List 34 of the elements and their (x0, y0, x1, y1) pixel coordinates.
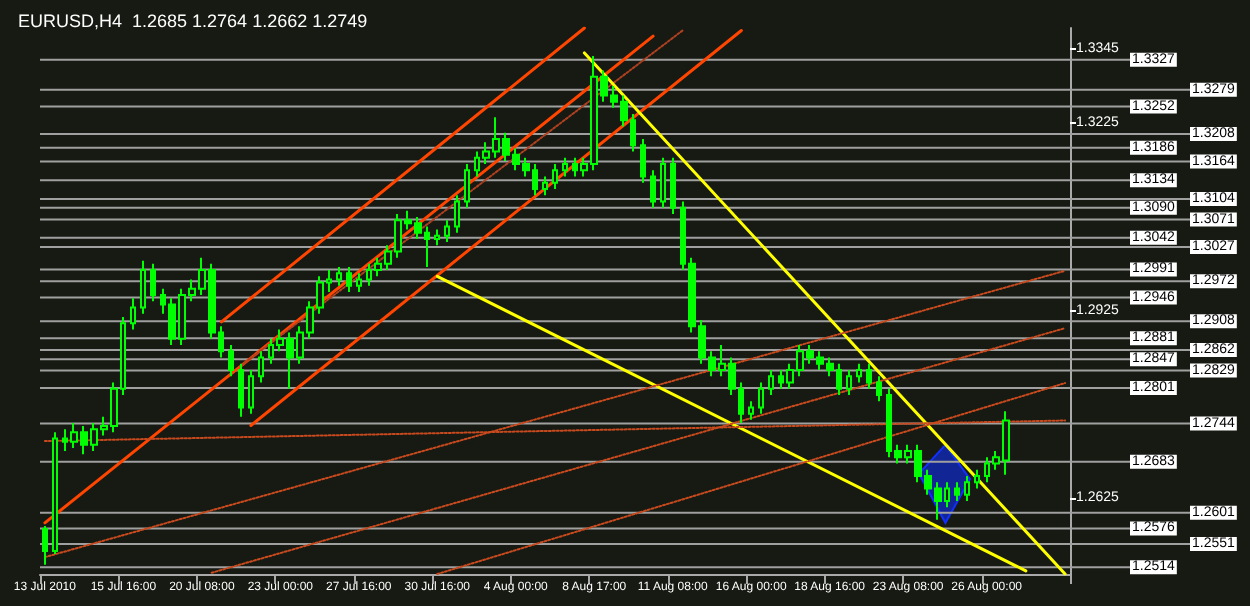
candlestick (650, 169, 656, 209)
candlestick (42, 524, 48, 566)
candlestick (444, 219, 450, 244)
candlestick (562, 156, 568, 178)
candlestick (748, 400, 754, 421)
candlestick (542, 175, 548, 197)
candlestick (454, 194, 460, 234)
candlestick (434, 228, 440, 247)
candlestick (336, 265, 342, 287)
candlestick (954, 481, 960, 502)
candlestick (346, 265, 352, 293)
candlestick (258, 350, 264, 384)
candlestick (356, 272, 362, 293)
chart-title: EURUSD,H4 1.2685 1.2764 1.2662 1.2749 (18, 11, 368, 31)
candlestick (846, 368, 852, 396)
candlestick (974, 468, 980, 490)
candlestick (140, 259, 146, 315)
candlestick (130, 297, 136, 331)
candlestick (964, 475, 970, 502)
candlestick (758, 381, 764, 415)
candlestick (670, 156, 676, 215)
candlestick (660, 156, 666, 209)
candlestick (238, 362, 244, 418)
candlestick (866, 362, 872, 390)
candlestick (150, 262, 156, 303)
candlestick (856, 362, 862, 384)
candlestick (876, 375, 882, 403)
candlestick (248, 368, 254, 415)
candlestick (640, 138, 646, 184)
candlestick (228, 343, 234, 378)
candlestick (52, 431, 58, 556)
candlestick (768, 368, 774, 396)
candlestick (552, 163, 558, 190)
candlestick (464, 163, 470, 209)
